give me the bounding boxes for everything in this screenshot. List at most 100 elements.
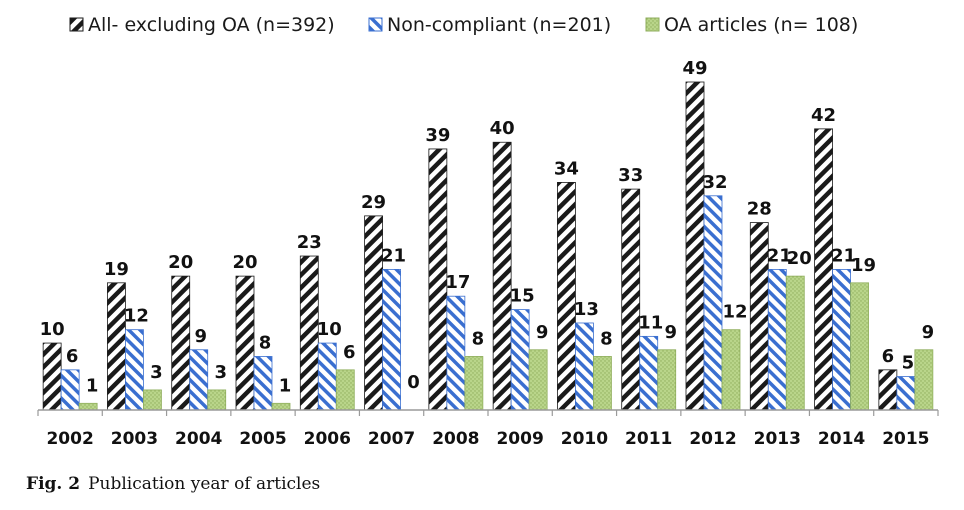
bar-oa-articles-2006: [335, 369, 355, 411]
legend-label-oa-articles: OA articles (n= 108): [664, 14, 858, 36]
data-label-oa-articles-2009: 9: [536, 322, 549, 343]
data-label-all-excluding-oa-2004: 20: [168, 252, 193, 273]
data-label-oa-articles-2013: 20: [787, 248, 812, 269]
x-tick-label-2002: 2002: [46, 429, 93, 449]
bar-all-excluding-oa-2013: [749, 222, 769, 411]
data-label-non-compliant-2007: 21: [381, 245, 406, 266]
figure-caption-label: Fig. 2: [26, 474, 81, 494]
data-label-oa-articles-2014: 19: [851, 255, 876, 276]
bar-non-compliant-2006: [317, 342, 337, 411]
x-tick-label-2005: 2005: [239, 429, 286, 449]
bar-all-excluding-oa-2008: [428, 148, 448, 411]
bar-oa-articles-2003: [143, 389, 162, 411]
bar-all-excluding-oa-2002: [42, 342, 62, 411]
x-tick-label-2007: 2007: [368, 429, 415, 449]
bar-oa-articles-2002: [78, 402, 98, 411]
bar-non-compliant-2007: [382, 269, 401, 411]
data-label-all-excluding-oa-2011: 33: [618, 165, 643, 186]
data-labels: 1061191232093208123106292103917840159341…: [40, 58, 935, 396]
bar-oa-articles-2008: [464, 356, 484, 411]
x-tick-label-2015: 2015: [882, 429, 929, 449]
data-label-non-compliant-2010: 13: [574, 299, 599, 320]
legend-swatch-oa-articles: [645, 17, 660, 32]
bar-all-excluding-oa-2006: [299, 255, 319, 411]
bar-non-compliant-2011: [639, 335, 659, 411]
bar-non-compliant-2013: [767, 269, 787, 411]
bar-all-excluding-oa-2005: [235, 275, 255, 411]
data-label-non-compliant-2012: 32: [702, 172, 727, 193]
bar-non-compliant-2010: [575, 322, 594, 411]
bar-non-compliant-2012: [703, 195, 723, 411]
data-label-oa-articles-2003: 3: [150, 362, 163, 383]
x-tick-label-2012: 2012: [689, 429, 736, 449]
data-label-oa-articles-2007: 0: [407, 372, 420, 393]
data-label-all-excluding-oa-2006: 23: [297, 232, 322, 253]
data-label-all-excluding-oa-2015: 6: [882, 346, 895, 367]
data-label-all-excluding-oa-2002: 10: [40, 319, 65, 340]
bar-all-excluding-oa-2010: [557, 182, 576, 411]
legend-swatch-all-excluding-oa: [69, 17, 84, 32]
data-label-oa-articles-2002: 1: [86, 375, 99, 396]
chart-svg: All- excluding OA (n=392) Non-compliant (…: [37, 14, 939, 449]
data-label-non-compliant-2004: 9: [194, 326, 207, 347]
legend-label-all-excluding-oa: All- excluding OA (n=392): [88, 14, 335, 36]
bar-oa-articles-2009: [528, 349, 548, 411]
x-tick-label-2006: 2006: [304, 429, 351, 449]
bar-non-compliant-2003: [125, 329, 144, 411]
bars: [42, 81, 934, 411]
bar-all-excluding-oa-2012: [685, 81, 705, 411]
bar-oa-articles-2015: [914, 349, 934, 411]
legend: All- excluding OA (n=392) Non-compliant (…: [69, 14, 858, 36]
data-label-non-compliant-2003: 12: [124, 306, 149, 327]
bar-oa-articles-2013: [785, 275, 805, 411]
data-label-oa-articles-2012: 12: [722, 302, 747, 323]
data-label-oa-articles-2005: 1: [279, 375, 292, 396]
data-label-all-excluding-oa-2007: 29: [361, 192, 386, 213]
x-tick-label-2008: 2008: [432, 429, 479, 449]
bar-all-excluding-oa-2015: [878, 369, 898, 411]
data-label-oa-articles-2010: 8: [600, 328, 613, 349]
bar-non-compliant-2015: [896, 376, 916, 411]
data-label-all-excluding-oa-2014: 42: [811, 105, 836, 126]
x-tick-label-2009: 2009: [496, 429, 543, 449]
data-label-all-excluding-oa-2013: 28: [747, 199, 772, 220]
data-label-non-compliant-2005: 8: [259, 332, 272, 353]
data-label-all-excluding-oa-2012: 49: [682, 58, 707, 79]
bar-all-excluding-oa-2007: [364, 215, 383, 411]
data-label-oa-articles-2004: 3: [214, 362, 227, 383]
bar-oa-articles-2011: [657, 349, 677, 411]
data-label-oa-articles-2011: 9: [664, 322, 677, 343]
data-label-all-excluding-oa-2005: 20: [232, 252, 257, 273]
data-label-non-compliant-2013: 21: [767, 245, 792, 266]
bar-oa-articles-2014: [850, 282, 869, 411]
x-tick-label-2010: 2010: [561, 429, 608, 449]
figure-caption-text: Publication year of articles: [88, 474, 321, 494]
bar-non-compliant-2004: [189, 349, 209, 411]
bar-non-compliant-2014: [832, 269, 851, 411]
data-label-non-compliant-2011: 11: [638, 312, 663, 333]
data-label-non-compliant-2006: 10: [317, 319, 342, 340]
data-label-non-compliant-2015: 5: [902, 353, 915, 374]
data-label-non-compliant-2009: 15: [510, 286, 535, 307]
figure-caption: Fig. 2 Publication year of articles: [26, 474, 320, 494]
legend-label-non-compliant: Non-compliant (n=201): [387, 14, 611, 36]
bar-all-excluding-oa-2014: [814, 128, 833, 411]
x-tick-label-2013: 2013: [754, 429, 801, 449]
data-label-non-compliant-2002: 6: [66, 346, 79, 367]
bar-non-compliant-2009: [510, 309, 530, 411]
data-label-non-compliant-2008: 17: [445, 272, 470, 293]
data-label-all-excluding-oa-2009: 40: [490, 118, 515, 139]
bar-all-excluding-oa-2009: [492, 141, 512, 411]
bar-non-compliant-2008: [446, 295, 466, 411]
data-label-oa-articles-2006: 6: [343, 342, 356, 363]
bar-oa-articles-2005: [271, 402, 291, 411]
x-tick-label-2004: 2004: [175, 429, 222, 449]
data-label-oa-articles-2008: 8: [472, 328, 485, 349]
bar-all-excluding-oa-2004: [171, 275, 191, 411]
data-label-all-excluding-oa-2010: 34: [554, 158, 579, 179]
data-label-non-compliant-2014: 21: [831, 245, 856, 266]
bar-oa-articles-2012: [721, 329, 741, 411]
bar-oa-articles-2004: [207, 389, 227, 411]
data-label-all-excluding-oa-2008: 39: [425, 125, 450, 146]
